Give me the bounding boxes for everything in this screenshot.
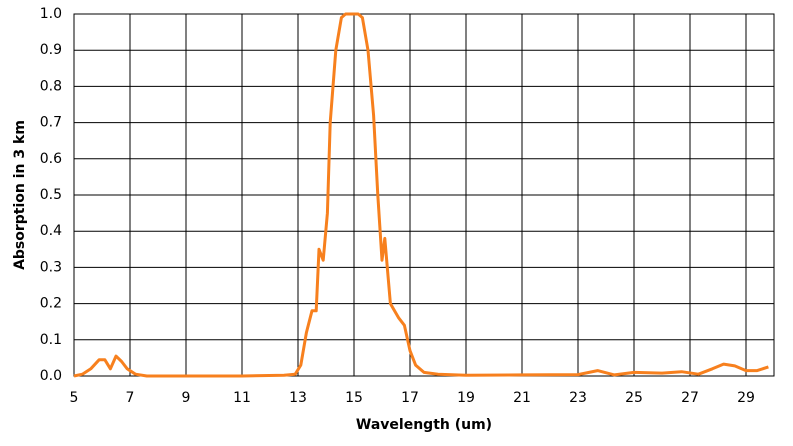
- y-tick-label: 0.4: [40, 223, 62, 239]
- x-tick-label: 9: [182, 390, 191, 406]
- x-tick-label: 21: [513, 390, 531, 406]
- data-line: [73, 12, 769, 378]
- y-tick-label: 0.7: [40, 115, 62, 131]
- y-tick-label: 0.6: [40, 151, 62, 167]
- y-tick-label: 0.8: [40, 78, 62, 94]
- y-tick-label: 0.2: [40, 296, 62, 312]
- y-tick-label: 0.1: [40, 332, 62, 348]
- x-tick-label: 15: [345, 390, 363, 406]
- x-tick-label: 29: [737, 390, 755, 406]
- x-tick-label: 7: [126, 390, 135, 406]
- y-tick-label: 0.5: [40, 187, 62, 203]
- y-tick-label: 0.9: [40, 42, 62, 58]
- x-tick-label: 23: [569, 390, 587, 406]
- x-tick-label: 5: [70, 390, 79, 406]
- y-axis-label: Absorption in 3 km: [12, 120, 28, 270]
- y-tick-label: 1.0: [40, 6, 62, 22]
- x-tick-label: 19: [457, 390, 475, 406]
- x-tick-label: 11: [233, 390, 251, 406]
- y-tick-label: 0.3: [40, 259, 62, 275]
- y-tick-label: 0.0: [40, 368, 62, 384]
- x-tick-label: 13: [289, 390, 307, 406]
- x-axis-label: Wavelength (um): [356, 417, 492, 433]
- x-tick-label: 17: [401, 390, 419, 406]
- x-tick-label: 27: [681, 390, 699, 406]
- x-tick-label: 25: [625, 390, 643, 406]
